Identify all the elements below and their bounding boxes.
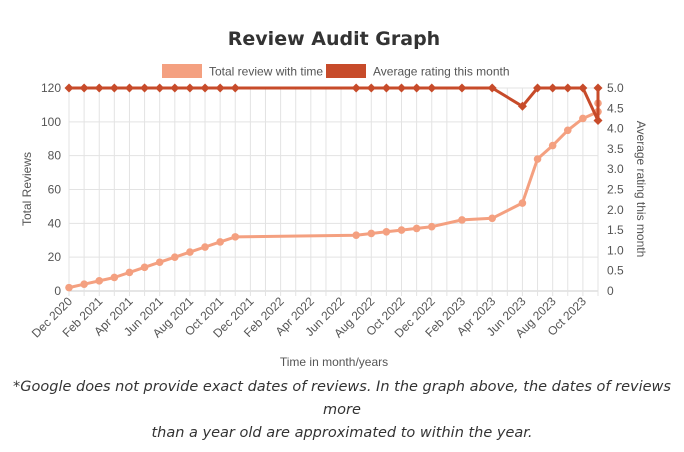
y-tick-label-right: 4.5 (607, 101, 624, 115)
data-point[interactable] (94, 83, 104, 93)
data-point[interactable] (64, 83, 74, 93)
y-tick-label-right: 2.0 (607, 203, 624, 217)
y-tick-label-left: 0 (54, 284, 61, 298)
y-tick-label-right: 3.0 (607, 162, 624, 176)
data-point[interactable] (366, 83, 376, 93)
footnote-line-2: than a year old are approximated to with… (151, 425, 533, 441)
data-point[interactable] (351, 83, 361, 93)
y-tick-label-left: 60 (48, 183, 62, 197)
data-point[interactable] (140, 263, 149, 272)
data-point[interactable] (79, 83, 89, 93)
data-point[interactable] (109, 83, 119, 93)
y-axis-right: 0 0.5 1.0 1.5 2.0 2.5 3.0 3.5 4.0 4.5 5.0 (607, 81, 624, 298)
data-point[interactable] (593, 83, 603, 93)
data-point[interactable] (427, 222, 436, 231)
data-point[interactable] (201, 243, 209, 251)
legend-item-total-reviews[interactable]: Total review with time (162, 64, 323, 79)
y-axis-right-title: Average rating this month (634, 121, 648, 258)
data-point[interactable] (487, 83, 497, 93)
y-tick-label-right: 2.5 (607, 183, 624, 197)
series-average-rating (64, 83, 603, 125)
review-audit-chart: Review Audit Graph Total review with tim… (20, 28, 648, 369)
data-point[interactable] (216, 238, 224, 246)
data-point[interactable] (382, 227, 391, 236)
y-tick-label-right: 1.0 (607, 243, 624, 257)
series-line (68, 103, 600, 290)
data-point[interactable] (381, 83, 391, 93)
data-point[interactable] (397, 226, 406, 234)
data-point[interactable] (231, 233, 240, 241)
data-point[interactable] (548, 83, 558, 93)
data-point[interactable] (518, 199, 527, 207)
data-point[interactable] (578, 83, 588, 93)
data-point[interactable] (412, 224, 421, 233)
series-total-reviews (65, 99, 602, 292)
data-point[interactable] (110, 273, 119, 282)
legend-swatch-total-reviews (162, 64, 202, 78)
data-point[interactable] (427, 83, 437, 93)
data-point[interactable] (80, 280, 88, 289)
y-tick-label-left: 120 (41, 81, 61, 95)
chart-title: Review Audit Graph (228, 28, 440, 50)
footnote-line-1: *Google does not provide exact dates of … (13, 379, 671, 418)
y-tick-label-right: 0 (607, 284, 614, 298)
data-point[interactable] (533, 155, 542, 163)
legend-item-average-rating[interactable]: Average rating this month (326, 64, 510, 79)
y-tick-label-right: 3.5 (607, 142, 624, 156)
data-point[interactable] (563, 126, 572, 135)
data-point[interactable] (200, 83, 210, 93)
data-point[interactable] (155, 258, 164, 267)
footnote: *Google does not provide exact dates of … (0, 376, 684, 445)
data-point[interactable] (352, 231, 360, 239)
data-point[interactable] (593, 115, 603, 125)
y-tick-label-left: 20 (48, 250, 62, 264)
legend: Total review with time Average rating th… (162, 64, 510, 79)
data-point[interactable] (563, 83, 573, 93)
data-point[interactable] (367, 229, 376, 238)
data-point[interactable] (488, 214, 497, 223)
series-line (69, 86, 600, 122)
data-point[interactable] (548, 141, 557, 150)
data-point[interactable] (457, 83, 467, 93)
data-point[interactable] (171, 253, 179, 261)
data-point[interactable] (186, 248, 194, 256)
data-point[interactable] (458, 216, 466, 224)
legend-label-average-rating: Average rating this month (373, 65, 510, 79)
legend-label-total-reviews: Total review with time (209, 65, 323, 79)
y-axis-left: 0 20 40 60 80 100 120 (41, 81, 61, 298)
data-point[interactable] (124, 83, 134, 93)
data-point[interactable] (230, 83, 240, 93)
data-point[interactable] (215, 83, 225, 93)
x-axis-title: Time in month/years (280, 355, 388, 369)
data-point[interactable] (140, 83, 150, 93)
data-point[interactable] (397, 83, 407, 93)
data-point[interactable] (125, 268, 134, 277)
y-tick-label-right: 1.5 (607, 223, 624, 237)
legend-swatch-average-rating (326, 64, 366, 78)
data-point[interactable] (95, 277, 104, 285)
y-tick-label-right: 4.0 (607, 122, 624, 136)
data-point[interactable] (533, 83, 543, 93)
y-tick-label-left: 40 (48, 216, 62, 230)
data-point[interactable] (517, 101, 527, 111)
data-point[interactable] (185, 83, 195, 93)
y-tick-label-left: 100 (41, 115, 61, 129)
data-point[interactable] (579, 114, 587, 123)
y-tick-label-right: 5.0 (607, 81, 624, 95)
data-point[interactable] (412, 83, 422, 93)
data-point[interactable] (65, 283, 73, 292)
data-point[interactable] (155, 83, 165, 93)
y-tick-label-right: 0.5 (607, 264, 624, 278)
y-tick-label-left: 80 (48, 149, 62, 163)
y-axis-left-title: Total Reviews (20, 152, 34, 226)
data-point[interactable] (170, 83, 180, 93)
